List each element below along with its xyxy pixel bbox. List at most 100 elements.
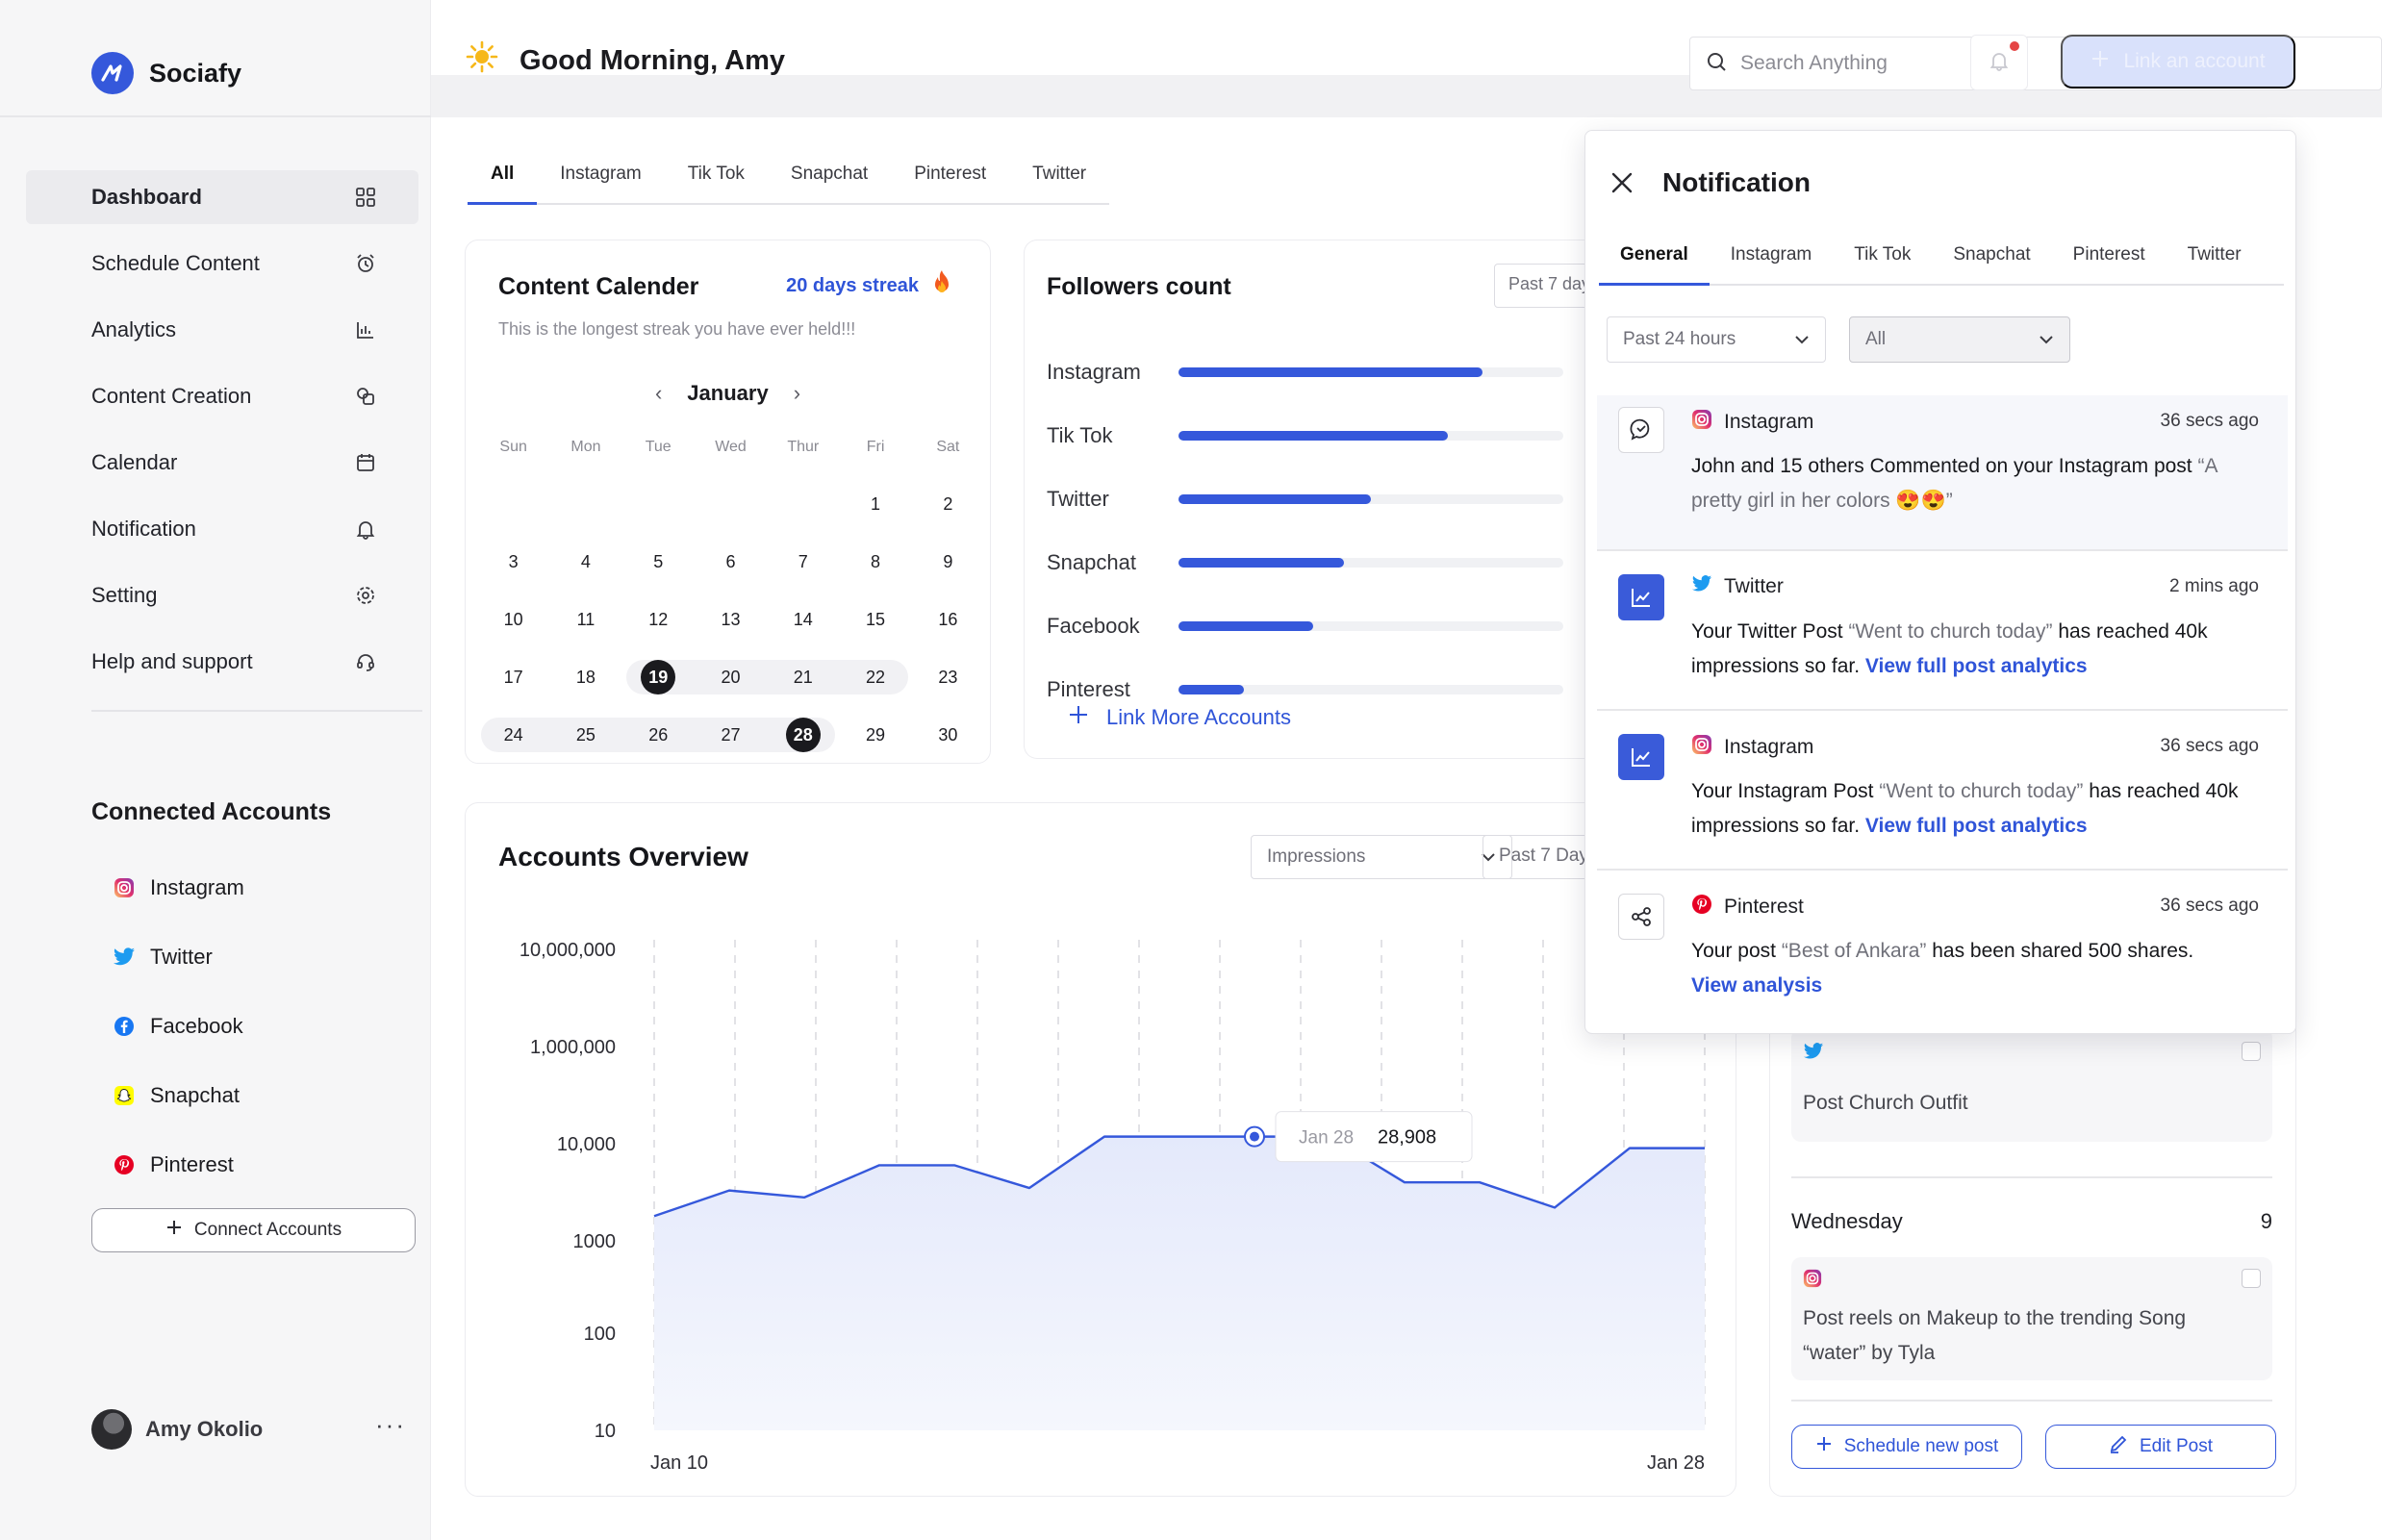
calendar-day[interactable]: 17 <box>503 667 523 687</box>
calendar-day[interactable]: 22 <box>866 667 886 687</box>
post-title-continued: “water” by Tyla <box>1803 1342 1936 1364</box>
weekday-header: Sun Mon Tue Wed Thur Fri Sat <box>477 439 984 456</box>
calendar-day[interactable]: 27 <box>721 724 741 745</box>
calendar-day[interactable]: 4 <box>580 551 591 571</box>
calendar-day[interactable]: 18 <box>575 667 596 687</box>
close-icon[interactable] <box>1609 169 1635 196</box>
calendar-day[interactable]: 8 <box>871 551 881 571</box>
notification-item[interactable]: Twitter 2 mins ago Your Twitter Post “We… <box>1597 551 2288 711</box>
calendar-day[interactable]: 14 <box>793 609 813 629</box>
sidebar-item-analytics[interactable]: Analytics <box>26 303 418 357</box>
calendar-day[interactable]: 29 <box>866 724 886 745</box>
calendar-day[interactable]: 25 <box>575 724 596 745</box>
more-options-icon[interactable]: ··· <box>375 1410 406 1439</box>
tab-pinterest[interactable]: Pinterest <box>914 164 987 184</box>
view-analysis-link[interactable]: View analysis <box>1691 974 1823 997</box>
schedule-new-post-button[interactable]: Schedule new post <box>1791 1425 2022 1469</box>
post-checkbox[interactable] <box>2242 1269 2261 1288</box>
post-checkbox[interactable] <box>2242 1042 2261 1061</box>
notification-item[interactable]: Instagram 36 secs ago Your Instagram Pos… <box>1597 711 2288 871</box>
calendar-day[interactable]: 16 <box>938 609 958 629</box>
notification-bell-button[interactable] <box>1970 35 2028 90</box>
calendar-day[interactable]: 13 <box>721 609 741 629</box>
sidebar-item-help[interactable]: Help and support <box>26 635 418 689</box>
headset-icon <box>355 651 376 672</box>
link-more-accounts-button[interactable]: Link More Accounts <box>1068 704 1291 731</box>
calendar-day[interactable]: 21 <box>793 667 813 687</box>
twitter-icon <box>1803 1042 1824 1066</box>
source-label: Twitter <box>1724 575 1784 597</box>
tab-twitter[interactable]: Twitter <box>2187 244 2242 265</box>
tab-instagram[interactable]: Instagram <box>1730 244 1812 265</box>
calendar-day[interactable]: 2 <box>943 493 953 514</box>
calendar-day[interactable]: 5 <box>653 551 664 571</box>
calendar-day[interactable]: 30 <box>938 724 958 745</box>
tab-all[interactable]: All <box>468 154 538 205</box>
calendar-day[interactable]: 15 <box>866 609 886 629</box>
day-label: Wednesday <box>1791 1209 1903 1233</box>
calendar-cell: 12 <box>622 602 695 637</box>
streak-label: 20 days streak <box>786 274 919 296</box>
connect-accounts-button[interactable]: Connect Accounts <box>91 1208 416 1252</box>
edit-post-button[interactable]: Edit Post <box>2045 1425 2276 1469</box>
calendar-day[interactable]: 20 <box>721 667 741 687</box>
sidebar-item-notification[interactable]: Notification <box>26 502 418 556</box>
calendar-day[interactable]: 12 <box>648 609 669 629</box>
period-select[interactable]: Past 7 Days <box>1482 835 1598 879</box>
calendar-day[interactable]: 6 <box>725 551 736 571</box>
account-item-instagram[interactable]: Instagram <box>112 853 244 922</box>
tooltip-date: Jan 28 <box>1299 1128 1354 1149</box>
sidebar-item-schedule-content[interactable]: Schedule Content <box>26 237 418 290</box>
scheduled-post-item[interactable]: Post Church Outfit <box>1791 1028 2272 1142</box>
account-item-twitter[interactable]: Twitter <box>112 922 244 992</box>
account-item-pinterest[interactable]: Pinterest <box>112 1130 244 1199</box>
calendar-day[interactable]: 11 <box>576 609 596 629</box>
tab-tiktok[interactable]: Tik Tok <box>1854 244 1912 265</box>
view-analytics-link[interactable]: View full post analytics <box>1864 815 2088 837</box>
sidebar-item-label: Setting <box>91 583 158 607</box>
calendar-day[interactable]: 23 <box>938 667 958 687</box>
platform-label: Snapchat <box>1047 550 1136 574</box>
calendar-day[interactable]: 10 <box>503 609 523 629</box>
notification-item[interactable]: Instagram 36 secs ago John and 15 others… <box>1597 395 2288 551</box>
calendar-day[interactable]: 1 <box>871 493 881 514</box>
sidebar-item-dashboard[interactable]: Dashboard <box>26 170 418 224</box>
link-account-button[interactable]: Link an account <box>2061 35 2295 88</box>
grid-icon <box>355 187 376 208</box>
calendar-day[interactable]: 7 <box>798 551 808 571</box>
tab-pinterest[interactable]: Pinterest <box>2072 244 2145 265</box>
tab-instagram[interactable]: Instagram <box>560 164 642 184</box>
platform-filter-select[interactable]: All <box>1849 316 2070 363</box>
tab-snapchat[interactable]: Snapchat <box>1953 244 2031 265</box>
schedule-button-label: Schedule new post <box>1843 1436 1999 1456</box>
y-tick-label: 10,000,000 <box>519 940 616 961</box>
calendar-day[interactable]: 28 <box>785 718 821 752</box>
calendar-day[interactable]: 24 <box>503 724 523 745</box>
view-analytics-link[interactable]: View full post analytics <box>1864 655 2088 677</box>
logo[interactable]: Sociafy <box>91 52 241 94</box>
calendar-day[interactable]: 3 <box>508 551 519 571</box>
notification-item[interactable]: Pinterest 36 secs ago Your post “Best of… <box>1597 871 2288 1024</box>
sidebar-item-calendar[interactable]: Calendar <box>26 436 418 490</box>
tab-twitter[interactable]: Twitter <box>1032 164 1087 184</box>
search-input[interactable] <box>1740 52 1962 75</box>
calendar-day[interactable]: 19 <box>641 660 676 694</box>
calendar-cell: 8 <box>839 544 911 579</box>
user-profile[interactable]: Amy Okolio <box>91 1409 263 1450</box>
account-item-snapchat[interactable]: Snapchat <box>112 1061 244 1130</box>
metric-select[interactable]: Impressions <box>1251 835 1512 879</box>
scheduled-post-item[interactable]: Post reels on Makeup to the trending Son… <box>1791 1257 2272 1380</box>
sidebar-item-setting[interactable]: Setting <box>26 568 418 622</box>
streak-badge: 20 days streak <box>786 269 953 302</box>
tab-general[interactable]: General <box>1599 227 1710 286</box>
tab-tiktok[interactable]: Tik Tok <box>687 164 745 184</box>
card-title: Content Calender <box>498 273 699 300</box>
calendar-day[interactable]: 26 <box>648 724 669 745</box>
time-filter-select[interactable]: Past 24 hours <box>1607 316 1826 363</box>
chevron-left-icon[interactable]: ‹ <box>654 381 663 405</box>
tab-snapchat[interactable]: Snapchat <box>790 164 869 184</box>
account-item-facebook[interactable]: Facebook <box>112 992 244 1061</box>
calendar-day[interactable]: 9 <box>943 551 953 571</box>
chevron-right-icon[interactable]: › <box>793 381 801 405</box>
sidebar-item-content-creation[interactable]: Content Creation <box>26 369 418 423</box>
